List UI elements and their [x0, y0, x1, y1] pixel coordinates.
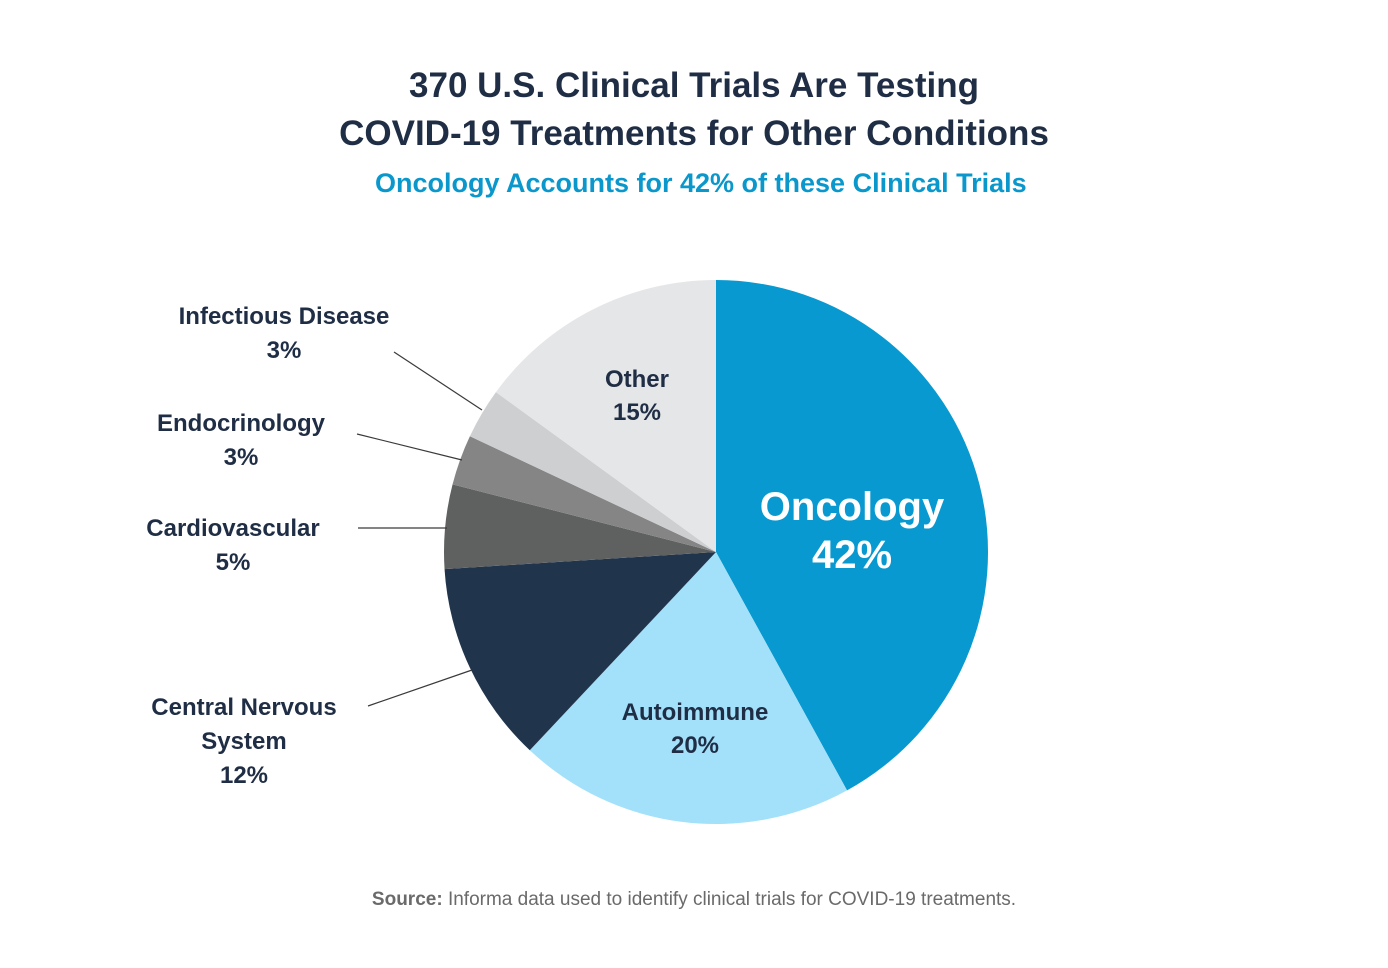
pie-slice-central-nervous-system	[444, 552, 716, 751]
leader-line-endocrinology	[356, 433, 463, 461]
slice-label-central-nervous-system-line-2: System	[201, 728, 286, 755]
leader-line-central-nervous-system	[367, 669, 473, 707]
slice-value-endocrinology: 3%	[224, 444, 259, 471]
chart-subtitle: Oncology Accounts for 42% of these Clini…	[375, 168, 1027, 198]
slice-label-other: Other	[605, 366, 669, 393]
pie-slice-cardiovascular	[444, 484, 716, 570]
slice-value-cardiovascular: 5%	[216, 549, 251, 576]
slice-label-central-nervous-system-line-1: Central Nervous	[151, 694, 336, 721]
leader-line-infectious-disease	[393, 351, 483, 411]
source-text: Informa data used to identify clinical t…	[442, 889, 1017, 910]
pie-slice-endocrinology	[452, 436, 716, 552]
pie-slice-other	[495, 280, 716, 552]
slice-value-central-nervous-system: 12%	[220, 762, 268, 789]
slice-label-infectious-disease: Infectious Disease	[179, 303, 390, 330]
source-prefix: Source:	[371, 889, 443, 910]
source-note: Source: Informa data used to identify cl…	[0, 889, 1388, 911]
slice-label-cardiovascular: Cardiovascular	[146, 515, 319, 542]
slice-label-endocrinology: Endocrinology	[157, 410, 326, 437]
slice-value-oncology: 42%	[812, 533, 892, 577]
slice-value-autoimmune: 20%	[671, 732, 719, 759]
pie-slice-oncology	[716, 280, 989, 791]
slice-value-other: 15%	[613, 399, 661, 426]
pie-slice-autoimmune	[529, 552, 848, 825]
pie-slice-infectious-disease	[469, 392, 716, 552]
slice-value-infectious-disease: 3%	[267, 337, 302, 364]
chart-title: 370 U.S. Clinical Trials Are Testing COV…	[0, 62, 1388, 158]
slice-label-oncology: Oncology	[760, 485, 945, 529]
chart-title-line-2: COVID-19 Treatments for Other Conditions	[339, 114, 1049, 153]
chart-title-line-1: 370 U.S. Clinical Trials Are Testing	[409, 66, 979, 105]
slice-label-autoimmune: Autoimmune	[622, 699, 769, 726]
